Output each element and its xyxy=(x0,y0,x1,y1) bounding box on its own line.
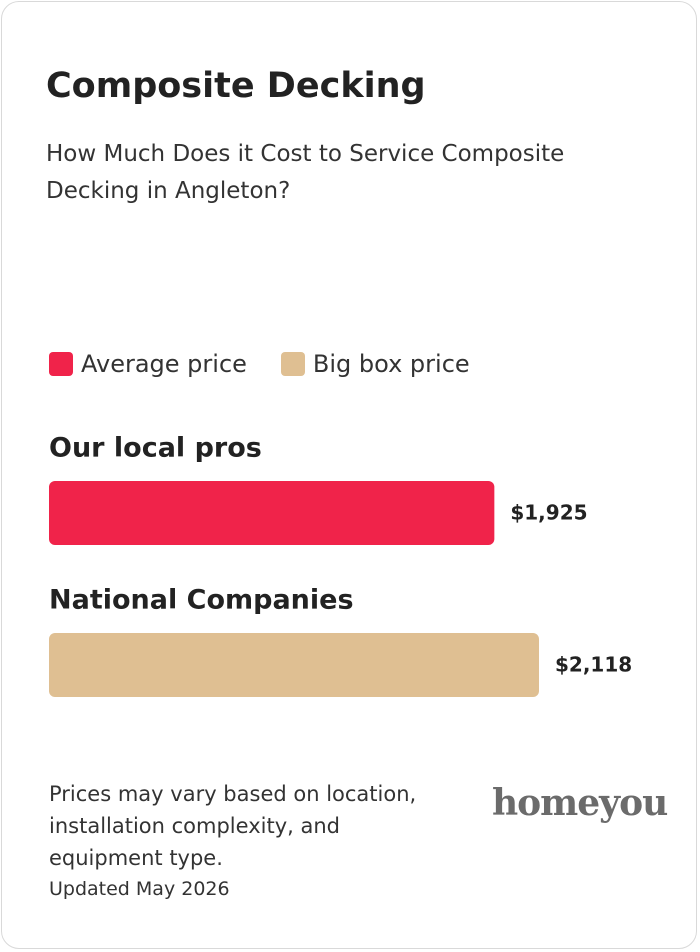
legend-label: Average price xyxy=(81,350,247,378)
updated: Updated May 2026 xyxy=(49,878,230,900)
category-label: Our local pros xyxy=(49,433,262,464)
title: Composite Decking xyxy=(46,66,426,106)
legend-label: Big box price xyxy=(312,350,470,378)
value-label: $2,118 xyxy=(555,653,632,677)
category-label: National Companies xyxy=(49,585,354,616)
value-label: $1,925 xyxy=(510,501,587,525)
legend-swatch xyxy=(280,352,305,376)
chart: Our local pros $1,925 National Companies $2… xyxy=(49,433,632,697)
bar xyxy=(49,481,495,545)
legend-item: Average price xyxy=(49,350,247,378)
note: Prices may vary based on location, insta… xyxy=(49,782,417,870)
bar xyxy=(49,633,539,697)
subtitle: How Much Does it Cost to Service Composi… xyxy=(46,141,565,204)
legend-item: Big box price xyxy=(280,350,470,378)
legend-swatch xyxy=(49,352,73,376)
legend: Average price Big box price xyxy=(49,350,470,378)
logo: homeyou xyxy=(492,782,668,824)
